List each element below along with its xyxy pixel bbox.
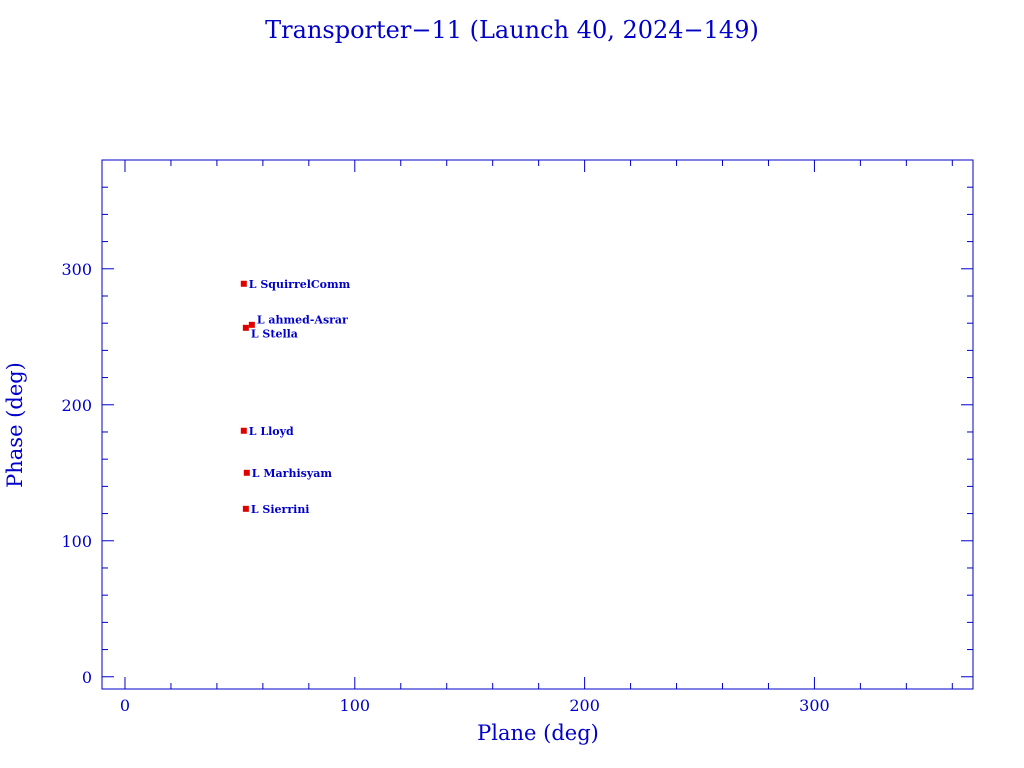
y-axis-label: Phase (deg): [3, 362, 27, 488]
point-label: L ahmed-Asrar: [257, 313, 348, 326]
data-point: [242, 505, 249, 512]
y-tick-label: 0: [82, 668, 92, 687]
x-tick-label: 300: [799, 696, 830, 715]
x-tick-label: 200: [569, 696, 600, 715]
data-point: [242, 324, 249, 331]
y-tick-label: 300: [61, 260, 92, 279]
data-point: [243, 469, 250, 476]
chart-title: Transporter−11 (Launch 40, 2024−149): [265, 16, 759, 44]
axis-ticks: 0 100 200 300 0 100 200 300: [61, 159, 973, 715]
point-label: L Stella: [251, 327, 298, 340]
plot-frame: [101, 159, 974, 690]
x-tick-label: 100: [340, 696, 371, 715]
data-point: [240, 280, 247, 287]
y-tick-label: 100: [61, 532, 92, 551]
data-point: [248, 321, 255, 328]
data-point: [240, 427, 247, 434]
point-label: L Lloyd: [249, 425, 294, 438]
x-tick-label: 0: [120, 696, 130, 715]
point-label: L SquirrelComm: [249, 278, 351, 291]
y-tick-label: 200: [61, 396, 92, 415]
point-label: L Sierrini: [251, 503, 310, 516]
point-label: L Marhisyam: [252, 467, 333, 480]
x-axis-label: Plane (deg): [477, 721, 599, 745]
